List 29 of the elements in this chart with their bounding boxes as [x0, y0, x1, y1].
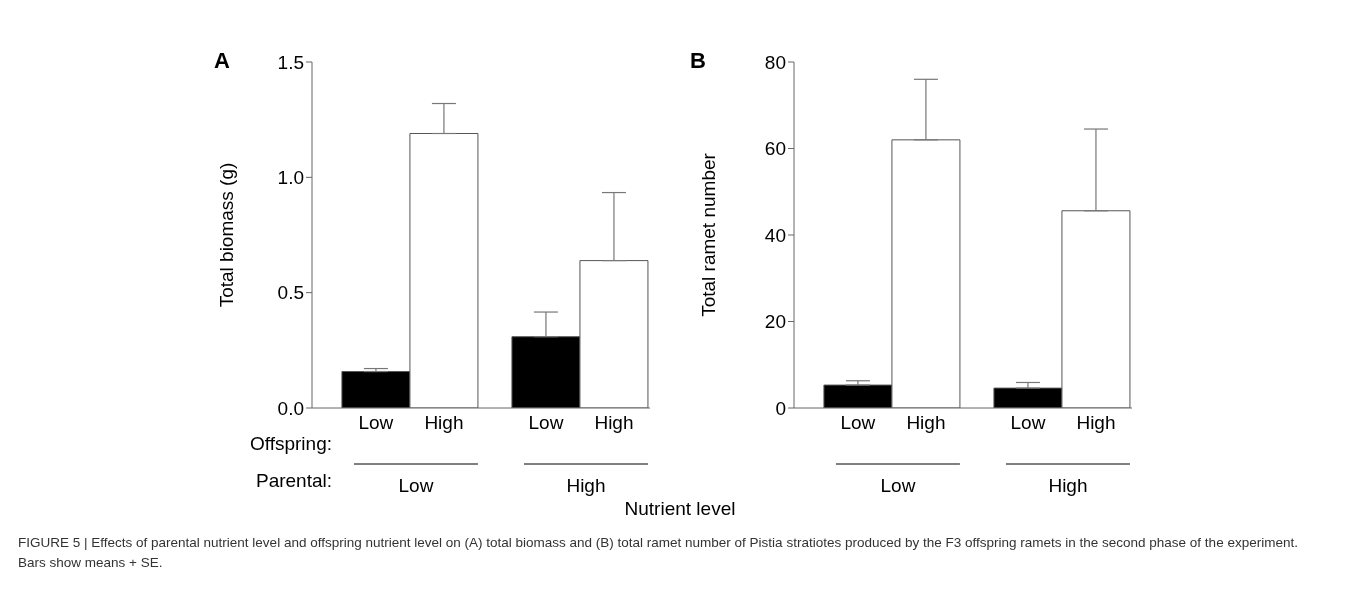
x-tick-label: High	[1076, 412, 1116, 434]
y-tick-label: 0	[775, 397, 786, 419]
text: High	[1048, 475, 1088, 496]
text: High	[566, 475, 606, 496]
text: Offspring:	[248, 433, 332, 455]
chart-title: A	[214, 48, 230, 74]
x-tick-label: High	[906, 412, 946, 434]
caption: FIGURE 5 | Effects of parental nutrient level and offspring nutrient level on (A) total biomass and (B) total ramet number of Pistia stratiotes produced by the F3 offspring ramets in the second phase of the experiment. Bars show means + SE.	[18, 534, 1299, 572]
text: Parental:	[254, 470, 332, 492]
y-tick-label: 1.5	[277, 51, 304, 73]
y-axis-title: Total ramet number	[697, 152, 719, 317]
text: Low	[398, 475, 434, 496]
y-tick-label: 0.5	[277, 282, 304, 304]
y-tick-label: 60	[764, 138, 786, 160]
x-tick-label: High	[424, 412, 464, 434]
x-axis-title: Nutrient level	[623, 498, 737, 520]
chart-title: B	[690, 48, 706, 74]
y-tick-label: 40	[764, 224, 786, 246]
x-tick-label: Low	[528, 412, 564, 434]
y-axis-title: Total biomass (g)	[215, 162, 237, 308]
x-tick-label: Low	[840, 412, 876, 434]
x-tick-label: Low	[358, 412, 394, 434]
y-tick-label: 20	[764, 311, 786, 333]
x-tick-label: Low	[1010, 412, 1046, 434]
x-tick-label: High	[594, 412, 634, 434]
y-tick-label: 1.0	[277, 167, 304, 189]
text: Low	[880, 475, 916, 496]
y-tick-label: 0.0	[277, 397, 304, 419]
y-tick-label: 80	[764, 51, 786, 73]
